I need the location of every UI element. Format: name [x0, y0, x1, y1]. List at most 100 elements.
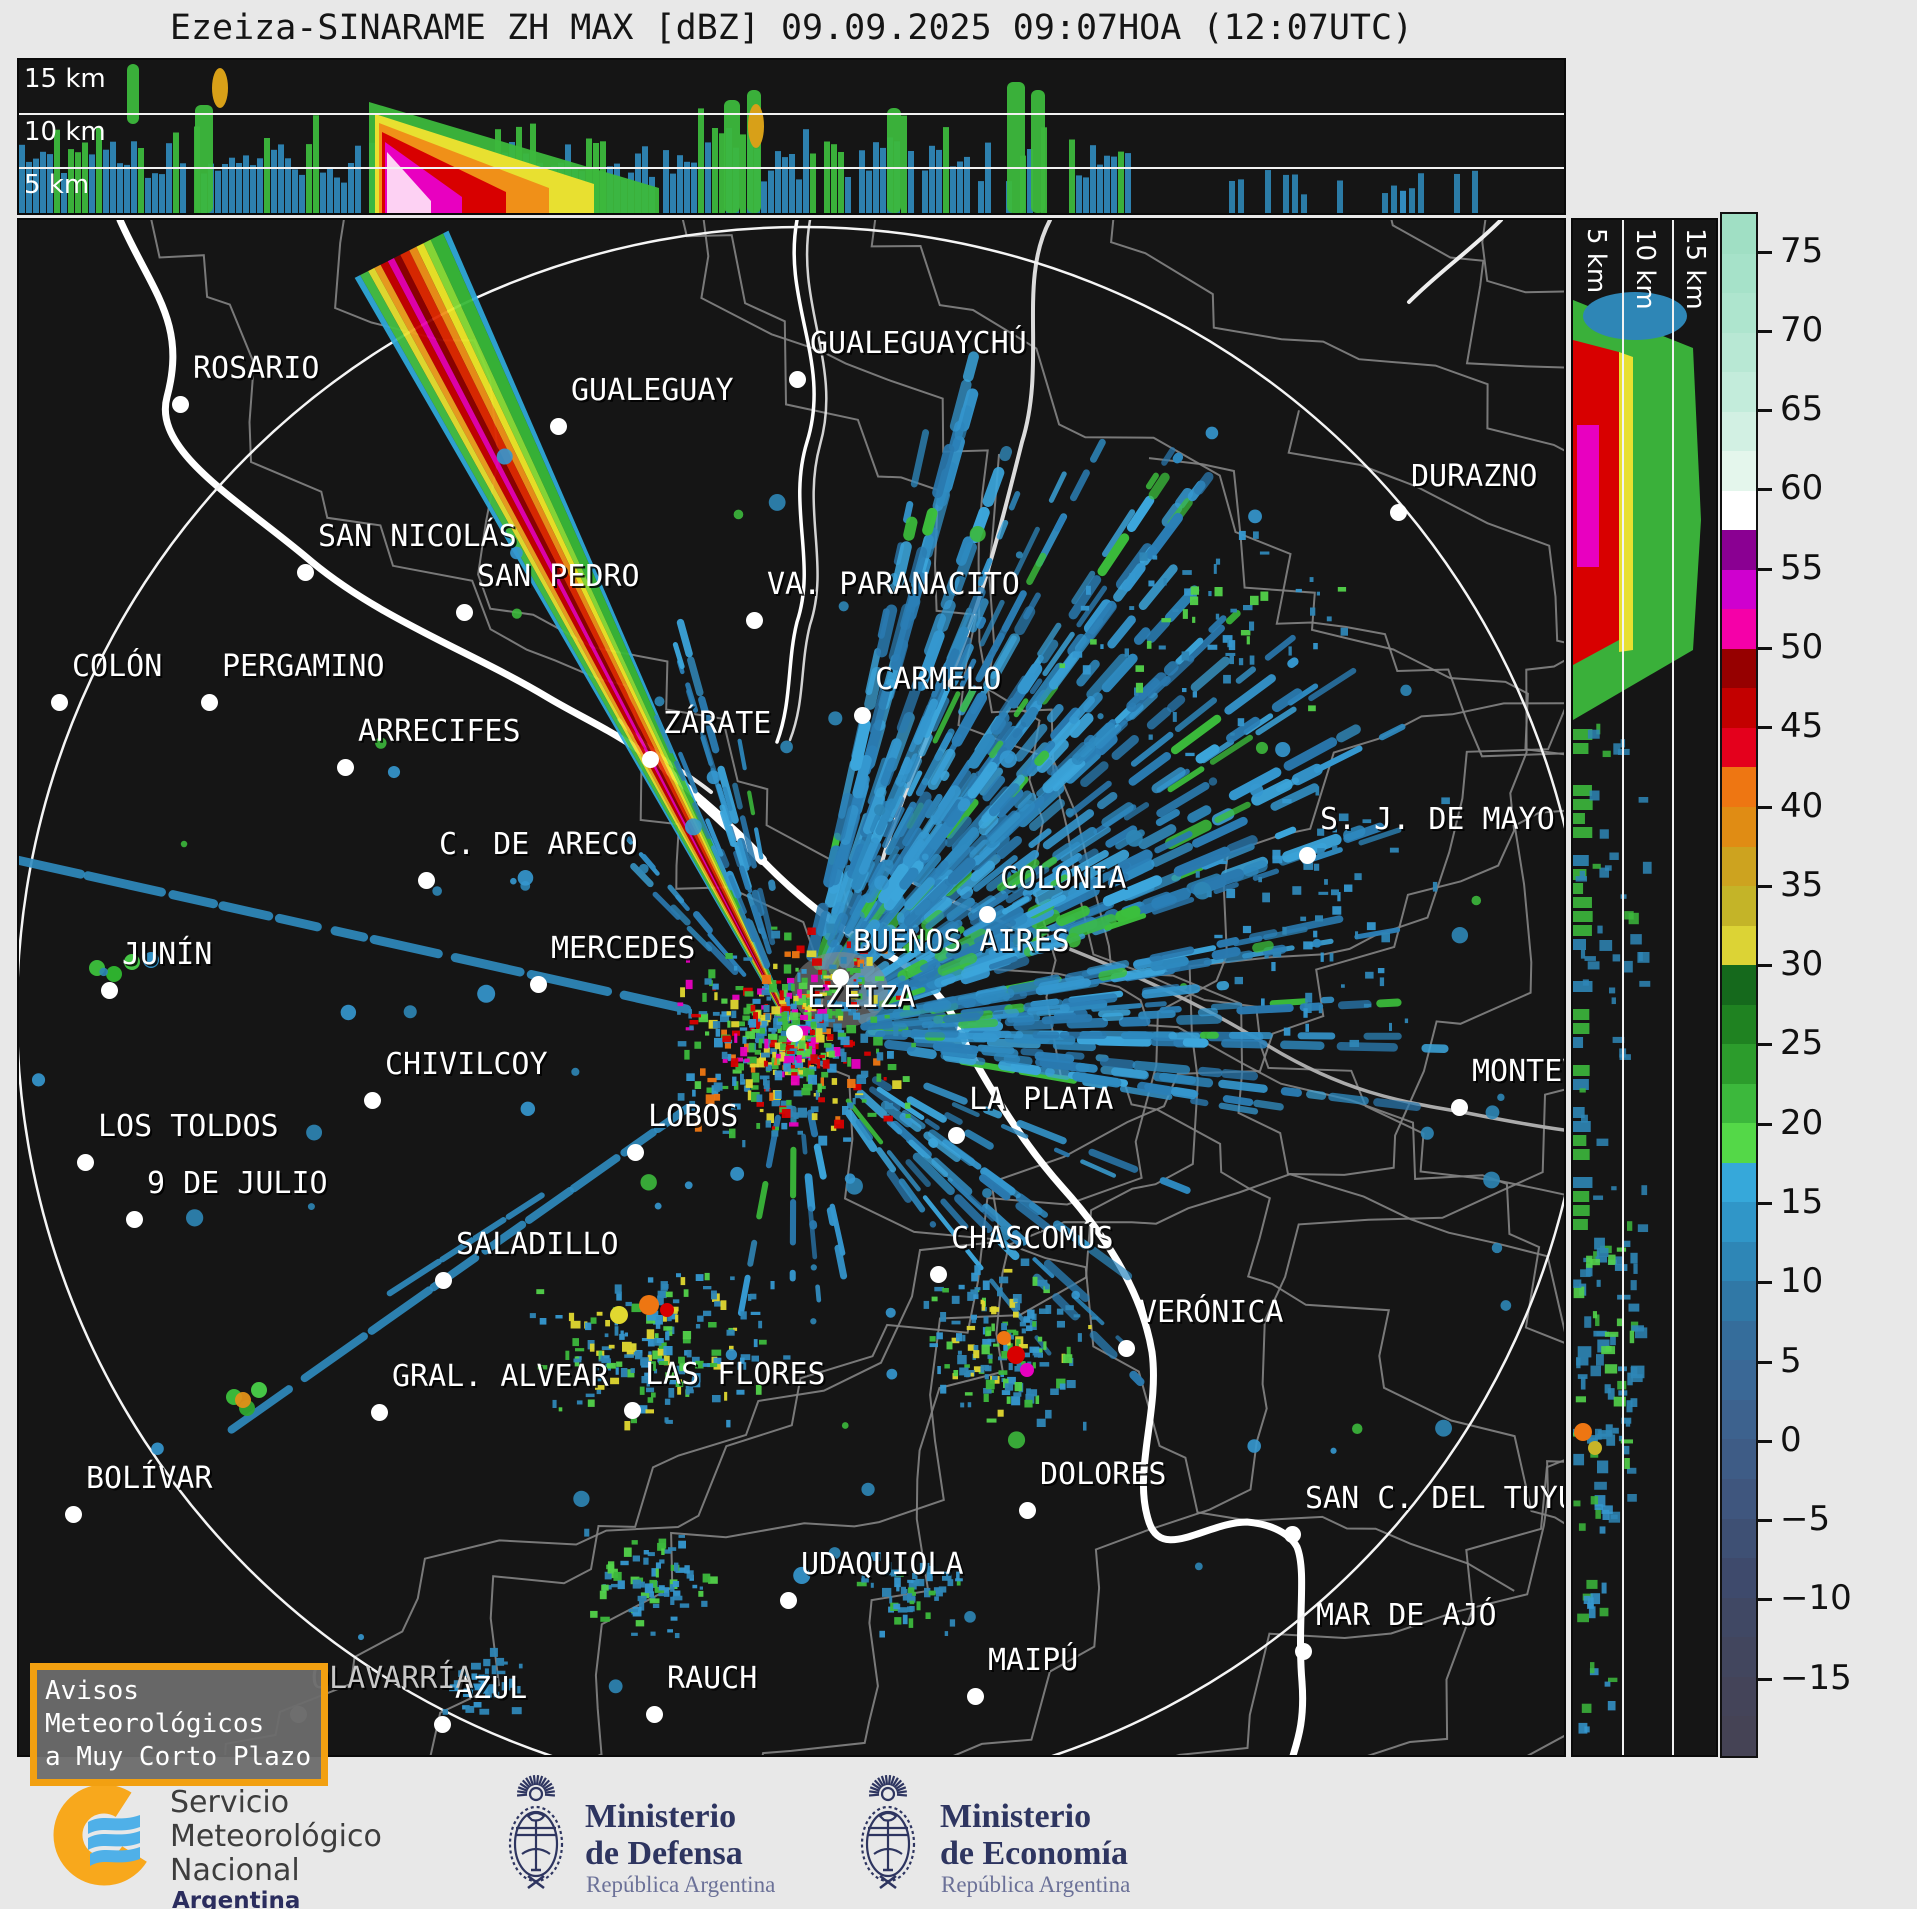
- city-label: GRAL. ALVEAR: [392, 1362, 609, 1392]
- city-label: S. J. DE MAYO: [1320, 805, 1555, 835]
- city-label: BOLÍVAR: [86, 1464, 212, 1494]
- smn-argentina-label: Argentina: [172, 1888, 300, 1909]
- smn-logo-text: Servicio Meteorológico Nacional: [170, 1786, 382, 1888]
- colorbar-segment: [1722, 451, 1756, 491]
- city-dot: [201, 694, 218, 711]
- colorbar-tick-mark: [1758, 409, 1772, 412]
- colorbar-tick-label: −10: [1780, 1579, 1852, 1619]
- colorbar-segment: [1722, 214, 1756, 254]
- city-dot: [550, 418, 567, 435]
- colorbar-segment: [1722, 965, 1756, 1005]
- city-label: GUALEGUAY: [571, 376, 734, 406]
- distance-gridline: [1717, 220, 1718, 1755]
- colorbar-segment: [1722, 1242, 1756, 1282]
- colorbar-segment: [1722, 1637, 1756, 1677]
- city-label: ARRECIFES: [358, 717, 521, 747]
- colorbar-tick-mark: [1758, 1598, 1772, 1601]
- colorbar-segment: [1722, 1677, 1756, 1717]
- colorbar-segment: [1722, 688, 1756, 728]
- colorbar-segment: [1722, 530, 1756, 570]
- dbz-colorbar-ticks: 757065605550454035302520151050−5−10−15: [1758, 212, 1898, 1758]
- colorbar-segment: [1722, 649, 1756, 689]
- distance-gridline: [1622, 220, 1624, 1755]
- radar-product-page: Ezeiza-SINARAME ZH MAX [dBZ] 09.09.2025 …: [0, 0, 1917, 1909]
- city-dot: [172, 396, 189, 413]
- right-cross-section-echoes: [1573, 220, 1716, 1755]
- colorbar-segment: [1722, 1123, 1756, 1163]
- city-dot: [1451, 1099, 1468, 1116]
- city-label: SAN C. DEL TUYÚ: [1305, 1484, 1566, 1514]
- warning-line-1: Avisos Meteorológicos: [45, 1675, 313, 1741]
- city-dot: [434, 1716, 451, 1733]
- economia-subtitle: República Argentina: [941, 1872, 1130, 1898]
- colorbar-tick-label: 30: [1780, 944, 1823, 984]
- city-label: CHIVILCOY: [385, 1050, 548, 1080]
- city-label: DURAZNO: [1411, 462, 1537, 492]
- radar-map: ROSARIOGUALEGUAYCHÚGUALEGUAYSAN NICOLÁSD…: [17, 218, 1566, 1757]
- warning-line-2: a Muy Corto Plazo: [45, 1741, 313, 1774]
- city-dot: [371, 1404, 388, 1421]
- city-label: LOBOS: [648, 1102, 738, 1132]
- colorbar-segment: [1722, 372, 1756, 412]
- city-dot: [746, 612, 763, 629]
- colorbar-tick-label: 15: [1780, 1182, 1823, 1222]
- city-label: VERÓNICA: [1139, 1298, 1284, 1328]
- radar-map-graphics: [19, 220, 1564, 1755]
- colorbar-tick-mark: [1758, 806, 1772, 809]
- dbz-colorbar: [1720, 212, 1758, 1758]
- colorbar-tick-mark: [1758, 1202, 1772, 1205]
- colorbar-tick-label: 35: [1780, 865, 1823, 905]
- colorbar-segment: [1722, 1360, 1756, 1400]
- colorbar-segment: [1722, 728, 1756, 768]
- colorbar-segment: [1722, 1519, 1756, 1559]
- city-label: EZEIZA: [807, 983, 915, 1013]
- city-label: LAS FLORES: [645, 1360, 826, 1390]
- distance-axis-label: 10 km: [1630, 228, 1660, 310]
- colorbar-segment: [1722, 1439, 1756, 1479]
- city-dot: [786, 1025, 803, 1042]
- colorbar-tick-label: 60: [1780, 469, 1823, 509]
- economia-name: Ministerio de Economía: [940, 1798, 1128, 1872]
- city-label: ROSARIO: [193, 354, 319, 384]
- economia-crest-icon: [850, 1772, 930, 1900]
- colorbar-segment: [1722, 1558, 1756, 1598]
- city-label: OLAVARRÍA: [311, 1664, 474, 1694]
- city-dot: [1390, 504, 1407, 521]
- city-dot: [789, 371, 806, 388]
- distance-axis-label: 5 km: [1581, 228, 1611, 293]
- city-label: COLÓN: [72, 652, 162, 682]
- city-dot: [948, 1127, 965, 1144]
- defensa-name: Ministerio de Defensa: [585, 1798, 743, 1872]
- height-gridline: [19, 167, 1564, 169]
- colorbar-segment: [1722, 491, 1756, 531]
- colorbar-tick-mark: [1758, 964, 1772, 967]
- colorbar-tick-mark: [1758, 488, 1772, 491]
- city-label: MERCEDES: [551, 934, 696, 964]
- short-term-warnings-box[interactable]: Avisos Meteorológicos a Muy Corto Plazo: [30, 1663, 328, 1786]
- distance-gridline: [1672, 220, 1674, 1755]
- colorbar-tick-mark: [1758, 1123, 1772, 1126]
- colorbar-tick-mark: [1758, 1361, 1772, 1364]
- height-axis-label: 10 km: [24, 117, 106, 147]
- colorbar-tick-mark: [1758, 1043, 1772, 1046]
- city-dot: [1118, 1340, 1135, 1357]
- colorbar-tick-label: 50: [1780, 627, 1823, 667]
- colorbar-tick-mark: [1758, 1678, 1772, 1681]
- city-label: MAIPÚ: [988, 1646, 1078, 1676]
- colorbar-tick-mark: [1758, 330, 1772, 333]
- colorbar-tick-label: 65: [1780, 389, 1823, 429]
- colorbar-segment: [1722, 1044, 1756, 1084]
- city-label: UDAQUIOLA: [801, 1550, 964, 1580]
- city-dot: [297, 564, 314, 581]
- city-dot: [65, 1506, 82, 1523]
- colorbar-tick-label: 0: [1780, 1420, 1802, 1460]
- colorbar-tick-mark: [1758, 568, 1772, 571]
- colorbar-segment: [1722, 1281, 1756, 1321]
- top-cross-section-echoes: [19, 60, 1564, 213]
- city-label: MAR DE AJÓ: [1316, 1601, 1497, 1631]
- colorbar-segment: [1722, 1163, 1756, 1203]
- city-dot: [627, 1144, 644, 1161]
- city-dot: [364, 1092, 381, 1109]
- colorbar-tick-label: 20: [1780, 1103, 1823, 1143]
- city-label: SALADILLO: [456, 1230, 619, 1260]
